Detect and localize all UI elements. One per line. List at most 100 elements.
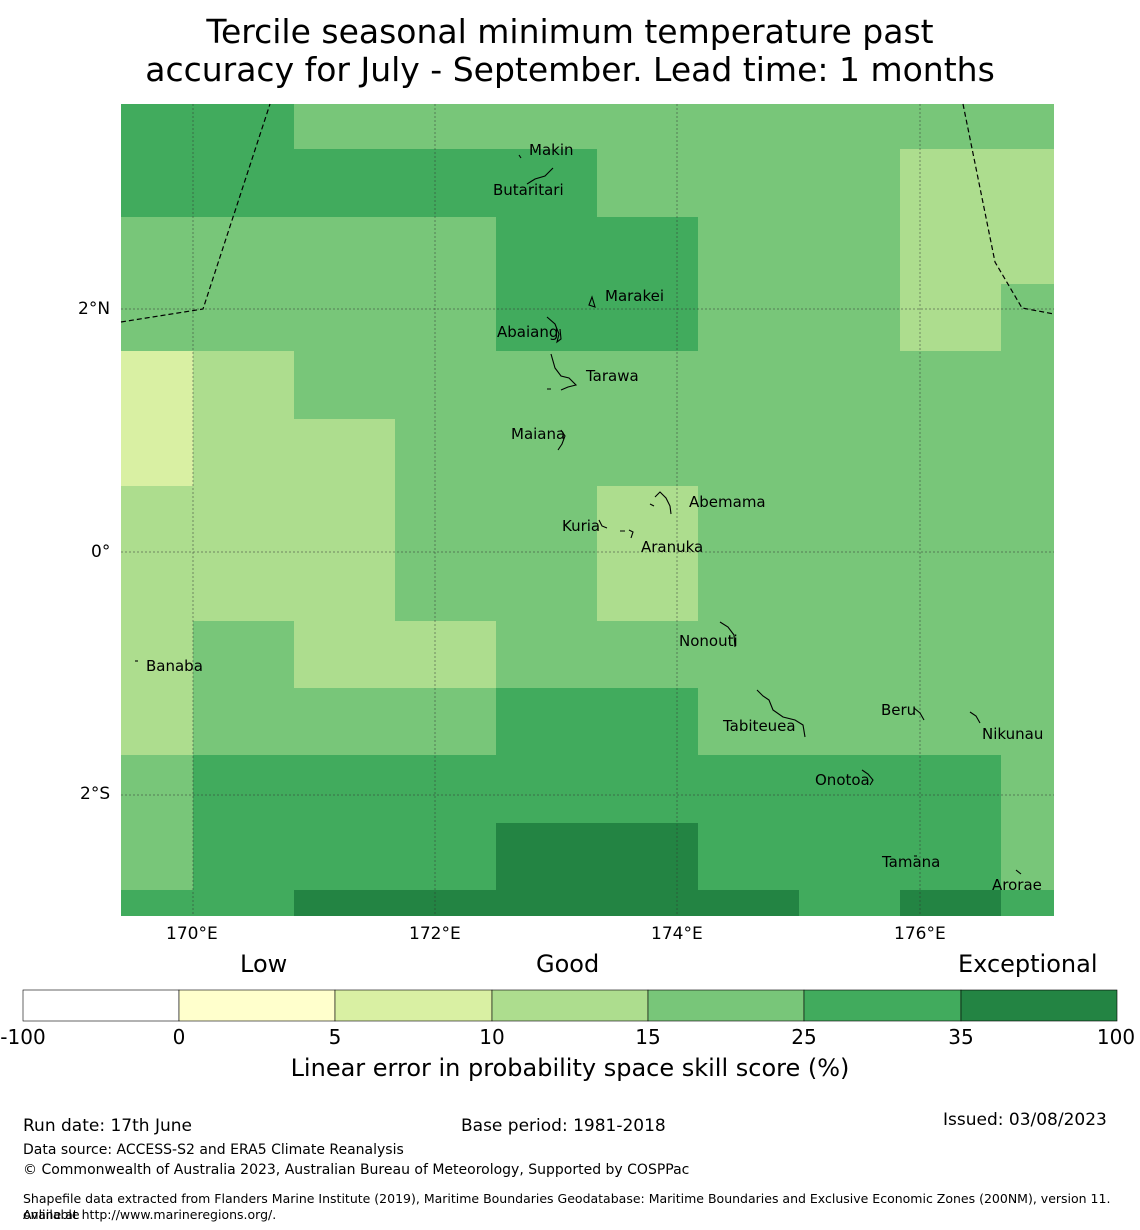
skill-cell <box>496 823 698 890</box>
island-outlines <box>135 154 1022 875</box>
eez-boundary-east <box>962 103 1055 315</box>
kuria-outline <box>598 519 608 529</box>
run-date: Run date: 17th June <box>23 1116 192 1136</box>
lat-label-2n: 2°N <box>78 299 111 319</box>
skill-cell <box>193 621 294 755</box>
skill-cell <box>121 217 496 351</box>
place-label-aranuka: Aranuka <box>641 538 704 556</box>
lon-label-172: 172°E <box>409 924 461 944</box>
skill-cell <box>597 104 900 217</box>
skill-cell <box>294 688 496 755</box>
lat-label-2s: 2°S <box>80 784 111 804</box>
skill-cell <box>121 351 193 486</box>
place-label-tarawa: Tarawa <box>586 367 639 385</box>
category-low: Low <box>240 950 288 978</box>
butaritari-outline <box>526 167 554 185</box>
skill-cell <box>193 419 395 486</box>
skill-cell <box>121 552 294 621</box>
aranuka-outline <box>620 529 634 539</box>
issued-date: Issued: 03/08/2023 <box>943 1110 1107 1130</box>
colorbar-segment <box>960 989 1118 1022</box>
skill-cell <box>1001 217 1054 284</box>
title-line-2: accuracy for July - September. Lead time… <box>145 50 995 89</box>
colorbar-tick-3: 10 <box>479 1025 505 1049</box>
colorbar-tick-1: 0 <box>172 1025 186 1049</box>
skill-cell <box>294 890 799 916</box>
skill-cell <box>496 688 698 755</box>
nonouti-outline <box>719 621 736 648</box>
skill-cell <box>900 890 1001 916</box>
skill-cell <box>121 890 294 916</box>
colorbar-segment <box>334 989 493 1022</box>
colorbar-tick-7: 100 <box>1096 1025 1136 1049</box>
eez-boundaries <box>120 103 1055 323</box>
place-label-banaba: Banaba <box>146 657 203 675</box>
place-label-makin: Makin <box>529 141 574 159</box>
graticule <box>121 104 1054 916</box>
skill-cell <box>193 351 294 419</box>
skill-grid <box>121 104 1054 916</box>
beru-outline <box>913 707 925 721</box>
skill-cell <box>294 351 1054 419</box>
skill-cell <box>294 621 496 688</box>
marakei-outline <box>588 295 596 308</box>
arorae-outline <box>1015 869 1022 875</box>
place-label-tabiteuea: Tabiteuea <box>723 717 796 735</box>
skill-cell <box>698 217 900 351</box>
skill-cell <box>900 284 1001 351</box>
skill-cell <box>698 486 1054 621</box>
skill-cell <box>799 890 900 916</box>
skill-cell <box>1001 149 1054 217</box>
colorbar-tick-2: 5 <box>328 1025 342 1049</box>
eez-boundary-west <box>120 103 271 323</box>
place-label-nikunau: Nikunau <box>982 725 1044 743</box>
lat-label-0: 0° <box>91 542 111 562</box>
skill-cell <box>193 755 1001 823</box>
abaiang-outline <box>546 316 562 344</box>
lon-label-170: 170°E <box>166 924 218 944</box>
skill-cell <box>395 419 1054 486</box>
skill-cell <box>698 688 1054 755</box>
skill-cell <box>121 621 193 755</box>
makin-outline <box>518 154 522 159</box>
skill-cell <box>193 823 496 890</box>
data-source: Data source: ACCESS-S2 and ERA5 Climate … <box>23 1142 404 1158</box>
copyright: © Commonwealth of Australia 2023, Austra… <box>23 1162 690 1178</box>
place-label-abaiang: Abaiang <box>497 323 559 341</box>
skill-cell <box>496 217 698 351</box>
place-label-beru: Beru <box>881 701 917 719</box>
colorbar <box>22 989 1118 1022</box>
place-label-kuria: Kuria <box>562 517 601 535</box>
skill-cell <box>1001 890 1054 916</box>
skill-cell <box>900 149 1001 284</box>
place-label-marakei: Marakei <box>605 287 665 305</box>
colorbar-segment <box>803 989 962 1022</box>
place-label-maiana: Maiana <box>511 425 566 443</box>
place-label-nonouti: Nonouti <box>679 632 738 650</box>
skill-cell <box>294 104 597 149</box>
lon-label-174: 174°E <box>651 924 703 944</box>
nikunau-outline <box>969 711 981 724</box>
skill-cell <box>597 486 698 621</box>
base-period: Base period: 1981-2018 <box>461 1116 666 1136</box>
colorbar-segment <box>491 989 649 1022</box>
title-line-1: Tercile seasonal minimum temperature pas… <box>206 12 934 51</box>
skill-cell <box>900 104 1054 149</box>
category-exceptional: Exceptional <box>958 950 1098 978</box>
place-label-butaritari: Butaritari <box>493 181 564 199</box>
colorbar-tick-5: 25 <box>791 1025 817 1049</box>
skill-cell <box>496 621 1054 688</box>
colorbar-tick-4: 15 <box>635 1025 661 1049</box>
place-label-onotoa: Onotoa <box>815 771 870 789</box>
tabiteuea-outline <box>756 689 806 738</box>
colorbar-segment <box>647 989 805 1022</box>
colorbar-segment <box>22 989 180 1022</box>
skill-cell <box>395 486 597 621</box>
skill-cell <box>1001 755 1054 890</box>
skill-cell <box>294 149 597 217</box>
place-label-arorae: Arorae <box>992 876 1042 894</box>
skill-cell <box>121 104 294 217</box>
shapefile-credit-1: Shapefile data extracted from Flanders M… <box>23 1191 1111 1222</box>
colorbar-tick-6: 35 <box>948 1025 974 1049</box>
